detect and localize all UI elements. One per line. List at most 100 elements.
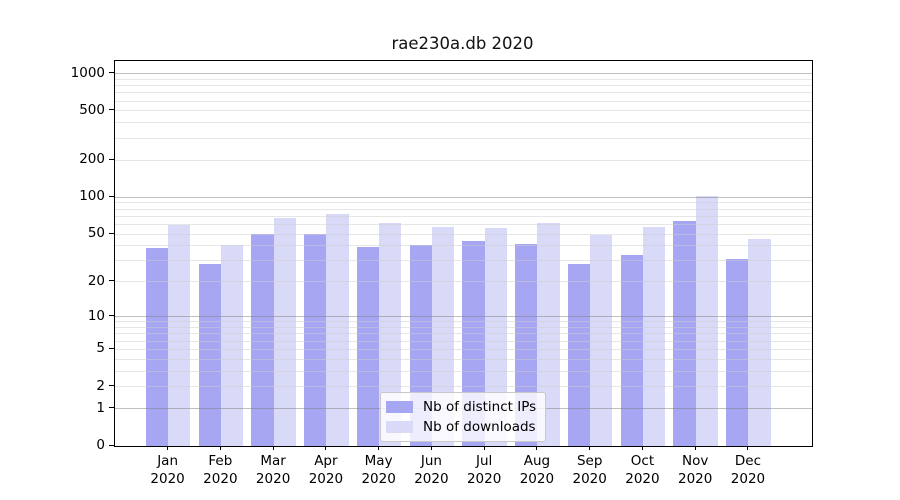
x-tick-mark xyxy=(325,445,327,450)
y-tick-mark xyxy=(109,385,114,387)
y-tick-mark xyxy=(109,347,114,349)
x-tick-mark xyxy=(747,445,749,450)
bar-distinct-ips xyxy=(198,263,221,446)
gridline-minor xyxy=(114,85,812,87)
x-tick-label: May 2020 xyxy=(361,453,396,487)
x-tick-label: Apr 2020 xyxy=(308,453,344,487)
bar-downloads xyxy=(273,218,296,446)
y-tick-mark xyxy=(109,444,114,446)
gridline-minor xyxy=(114,110,812,112)
bar-distinct-ips xyxy=(620,255,643,446)
gridline-minor xyxy=(114,92,812,94)
x-tick-label: Jul 2020 xyxy=(466,453,502,487)
bar-downloads xyxy=(642,226,666,446)
gridline-minor xyxy=(114,245,812,247)
bar-downloads xyxy=(220,245,244,446)
y-tick-mark xyxy=(109,195,114,197)
plot-area xyxy=(113,60,813,447)
gridline-minor xyxy=(114,370,812,372)
legend-entry-downloads: Nb of downloads xyxy=(386,417,536,437)
gridline-minor xyxy=(114,260,812,262)
gridline-major xyxy=(114,196,812,198)
gridline-minor xyxy=(114,159,812,161)
gridline-minor xyxy=(114,137,812,139)
y-tick-label: 1000 xyxy=(70,64,105,81)
bar-distinct-ips xyxy=(251,233,274,446)
gridline-major xyxy=(114,316,812,318)
x-tick-mark xyxy=(536,445,538,450)
legend-swatch-downloads xyxy=(386,420,413,434)
gridline-minor xyxy=(114,333,812,335)
bar-downloads xyxy=(326,214,349,446)
x-tick-label: Nov 2020 xyxy=(678,453,713,487)
gridline-minor xyxy=(114,100,812,102)
gridline-minor xyxy=(114,233,812,235)
y-tick-mark xyxy=(109,72,114,74)
y-tick-label: 5 xyxy=(96,340,105,357)
x-tick-mark xyxy=(483,445,485,450)
gridline-minor xyxy=(114,223,812,225)
y-tick-label: 200 xyxy=(79,151,105,168)
x-tick-label: Sep 2020 xyxy=(572,453,607,487)
x-tick-label: Feb 2020 xyxy=(203,453,238,487)
bar-downloads xyxy=(590,234,613,446)
x-tick-mark xyxy=(430,445,432,450)
y-tick-label: 50 xyxy=(87,225,105,242)
x-tick-label: Dec 2020 xyxy=(730,453,766,487)
bar-downloads xyxy=(168,224,191,446)
y-tick-label: 500 xyxy=(79,101,105,118)
gridline-minor xyxy=(114,78,812,80)
x-tick-mark xyxy=(694,445,696,450)
y-tick-mark xyxy=(109,232,114,234)
gridline-minor xyxy=(114,348,812,350)
gridline-minor xyxy=(114,202,812,204)
gridline-minor xyxy=(114,386,812,388)
legend-label-distinct-ips: Nb of distinct IPs xyxy=(423,399,537,415)
y-tick-mark xyxy=(109,158,114,160)
y-tick-mark xyxy=(109,315,114,317)
gridline-minor xyxy=(114,327,812,329)
gridline-minor xyxy=(114,281,812,283)
y-tick-mark xyxy=(109,407,114,409)
x-tick-label: Mar 2020 xyxy=(255,453,291,487)
chart-title: rae230a.db 2020 xyxy=(391,34,534,53)
y-tick-label: 2 xyxy=(96,377,105,394)
legend-label-downloads: Nb of downloads xyxy=(423,419,536,435)
y-tick-label: 20 xyxy=(87,272,105,289)
bar-distinct-ips xyxy=(145,247,169,446)
bar-downloads xyxy=(431,226,455,446)
y-tick-mark xyxy=(109,109,114,111)
x-tick-label: Jun 2020 xyxy=(414,453,449,487)
gridline-minor xyxy=(114,215,812,217)
x-tick-label: Aug 2020 xyxy=(519,453,555,487)
gridline-minor xyxy=(114,321,812,323)
x-tick-mark xyxy=(272,445,274,450)
legend-entry-distinct-ips: Nb of distinct IPs xyxy=(386,397,536,417)
bar-downloads xyxy=(748,239,771,446)
y-tick-mark xyxy=(109,280,114,282)
bar-distinct-ips xyxy=(356,246,380,446)
x-tick-mark xyxy=(378,445,380,450)
gridline-major xyxy=(114,73,812,75)
x-tick-mark xyxy=(219,445,221,450)
y-tick-label: 100 xyxy=(79,188,105,205)
y-tick-label: 0 xyxy=(96,437,105,453)
bar-distinct-ips xyxy=(567,263,591,446)
gridline-minor xyxy=(114,340,812,342)
bar-distinct-ips xyxy=(304,233,327,446)
x-tick-label: Jan 2020 xyxy=(150,453,185,487)
y-tick-label: 10 xyxy=(87,307,105,324)
legend-swatch-distinct-ips xyxy=(386,400,413,414)
x-tick-mark xyxy=(641,445,643,450)
y-tick-label: 1 xyxy=(96,399,105,416)
x-tick-mark xyxy=(167,445,169,450)
legend: Nb of distinct IPs Nb of downloads xyxy=(380,392,547,442)
bar-downloads xyxy=(695,195,718,446)
gridline-minor xyxy=(114,122,812,124)
gridline-minor xyxy=(114,208,812,210)
gridline-minor xyxy=(114,358,812,360)
bar-distinct-ips xyxy=(726,258,749,446)
x-tick-mark xyxy=(589,445,591,450)
x-tick-label: Oct 2020 xyxy=(625,453,660,487)
